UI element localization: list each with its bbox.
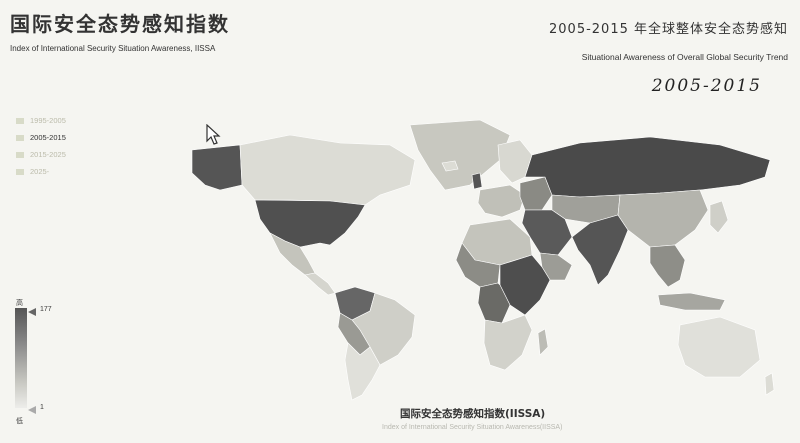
trend-title: 2005-2015 年全球整体安全态势感知 (549, 22, 788, 37)
legend-item-2025[interactable]: 2025- (16, 163, 66, 180)
map-region-middle-east[interactable] (521, 209, 573, 256)
scale-min-value: 1 (40, 404, 44, 411)
scale-low-label: 低 (16, 417, 23, 425)
scale-handle-bottom-icon[interactable] (28, 406, 36, 414)
map-region-usa[interactable] (254, 199, 366, 248)
scale-handle-top-icon[interactable] (28, 308, 36, 316)
map-region-alaska[interactable] (191, 144, 243, 191)
page-subtitle: Index of International Security Situatio… (10, 44, 216, 53)
page-title: 国际安全态势感知指数 (10, 12, 230, 36)
legend-swatch (16, 117, 24, 124)
scale-max-value: 177 (40, 306, 52, 313)
legend-label: 2005-2015 (30, 133, 66, 142)
map-region-madagascar[interactable] (537, 328, 549, 356)
period-legend: 1995-2005 2005-2015 2015-2025 2025- (16, 112, 66, 180)
world-map[interactable] (180, 115, 780, 405)
legend-swatch (16, 151, 24, 158)
mouse-cursor-icon (206, 124, 221, 145)
map-region-canada[interactable] (239, 134, 416, 206)
trend-subtitle: Situational Awareness of Overall Global … (581, 52, 788, 62)
legend-label: 2015-2025 (30, 150, 66, 159)
map-region-south-asia[interactable] (571, 214, 629, 286)
map-region-east-asia-islands[interactable] (709, 200, 729, 234)
map-region-southern-africa[interactable] (483, 314, 533, 371)
map-region-indonesia[interactable] (657, 292, 726, 311)
scale-high-label: 高 (16, 299, 23, 307)
map-region-iceland[interactable] (441, 160, 459, 172)
legend-label: 1995-2005 (30, 116, 66, 125)
map-footer-subtitle: Index of International Security Situatio… (382, 424, 563, 431)
map-region-southern-cone[interactable] (344, 342, 381, 401)
legend-swatch (16, 134, 24, 141)
legend-item-2015-2025[interactable]: 2015-2025 (16, 146, 66, 163)
color-scale-bar[interactable] (15, 308, 27, 408)
map-region-central-america[interactable] (304, 272, 336, 296)
map-region-greenland[interactable] (409, 119, 511, 191)
map-region-uk[interactable] (471, 172, 483, 190)
legend-item-1995-2005[interactable]: 1995-2005 (16, 112, 66, 129)
map-region-western-europe[interactable] (477, 184, 526, 218)
map-region-new-zealand[interactable] (764, 372, 775, 396)
map-region-central-africa[interactable] (477, 282, 511, 324)
legend-item-2005-2015[interactable]: 2005-2015 (16, 129, 66, 146)
scale-handles[interactable] (28, 308, 38, 418)
legend-swatch (16, 168, 24, 175)
map-region-russia[interactable] (524, 136, 771, 198)
map-footer-title: 国际安全态势感知指数(IISSA) (400, 408, 546, 420)
legend-label: 2025- (30, 167, 50, 176)
map-region-china[interactable] (617, 189, 709, 248)
year-range-label: 2005-2015 (651, 76, 762, 96)
map-region-southeast-asia[interactable] (649, 244, 686, 288)
map-region-australia[interactable] (677, 316, 761, 378)
